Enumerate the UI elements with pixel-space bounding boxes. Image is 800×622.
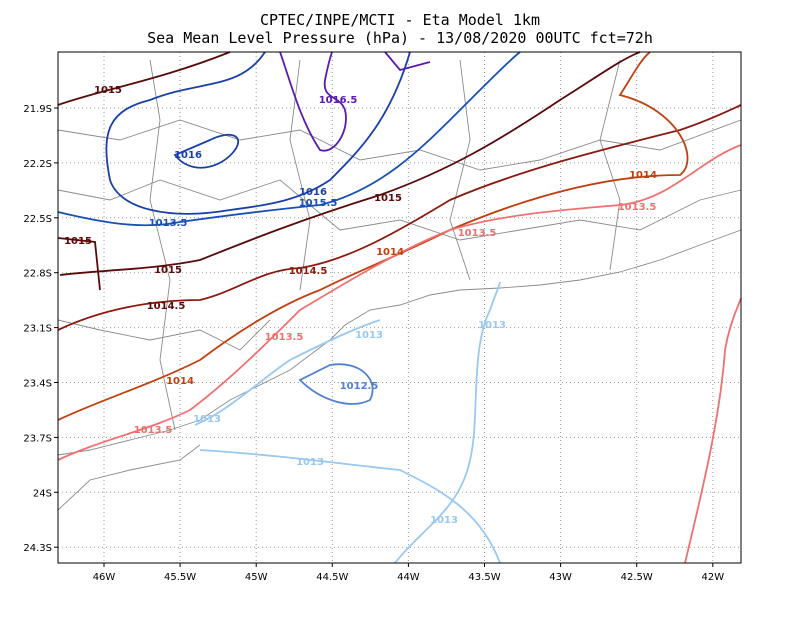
contour-label: 1016 xyxy=(299,187,327,198)
contour-label: 1015 xyxy=(154,265,182,276)
x-tick-label: 42W xyxy=(701,572,724,583)
contour-label: 1013.5 xyxy=(149,218,188,229)
contour-label: 1016 xyxy=(174,150,202,161)
contour-label: 1015 xyxy=(64,236,92,247)
contour-label: 1013.5 xyxy=(265,332,304,343)
y-tick-label: 24.3S xyxy=(23,543,52,554)
x-tick-label: 45.5W xyxy=(164,572,196,583)
x-tick-label: 43.5W xyxy=(468,572,500,583)
boundaries xyxy=(57,59,742,511)
contour-labels: 1015 1016.5 1016 1016 1015.5 1015 1013.5… xyxy=(64,85,657,526)
contour-label: 1013 xyxy=(430,515,458,526)
contours xyxy=(57,51,742,564)
y-tick-label: 22.2S xyxy=(23,159,52,170)
contour-label: 1015 xyxy=(374,193,402,204)
x-tick-label: 44.5W xyxy=(316,572,348,583)
contour-label: 1014.5 xyxy=(147,301,186,312)
contour-label: 1013.5 xyxy=(618,202,657,213)
y-tick-label: 24S xyxy=(33,488,52,499)
contour-label: 1015 xyxy=(94,85,122,96)
contour-label: 1014 xyxy=(376,247,404,258)
contour-label: 1014.5 xyxy=(289,266,328,277)
contour-label: 1013.5 xyxy=(458,228,497,239)
contour-label: 1013 xyxy=(193,414,221,425)
title: CPTEC/INPE/MCTI - Eta Model 1km xyxy=(260,11,540,29)
contour-label: 1013 xyxy=(478,320,506,331)
y-tick-label: 23.7S xyxy=(23,433,52,444)
subtitle: Sea Mean Level Pressure (hPa) - 13/08/20… xyxy=(147,29,653,47)
x-tick-label: 45W xyxy=(245,572,268,583)
contour-label: 1013.5 xyxy=(134,425,173,436)
x-tick-label: 43W xyxy=(549,572,572,583)
x-tick-label: 42.5W xyxy=(621,572,653,583)
contour-label: 1013 xyxy=(296,457,324,468)
tick-labels: 46W 45.5W 45W 44.5W 44W 43.5W 43W 42.5W 42W 21.9S… xyxy=(23,104,724,583)
contour-label: 1013 xyxy=(355,330,383,341)
y-tick-label: 23.4S xyxy=(23,379,52,390)
y-tick-label: 23.1S xyxy=(23,324,52,335)
x-tick-label: 44W xyxy=(397,572,420,583)
contour-label: 1014 xyxy=(629,170,657,181)
contour-label: 1016.5 xyxy=(319,95,358,106)
y-tick-label: 22.5S xyxy=(23,214,52,225)
contour-label: 1015.5 xyxy=(299,198,338,209)
contour-label: 1014 xyxy=(166,376,194,387)
frame xyxy=(57,51,742,564)
x-tick-label: 46W xyxy=(93,572,116,583)
y-tick-label: 22.8S xyxy=(23,269,52,280)
contour-label: 1012.5 xyxy=(340,381,379,392)
y-tick-label: 21.9S xyxy=(23,104,52,115)
